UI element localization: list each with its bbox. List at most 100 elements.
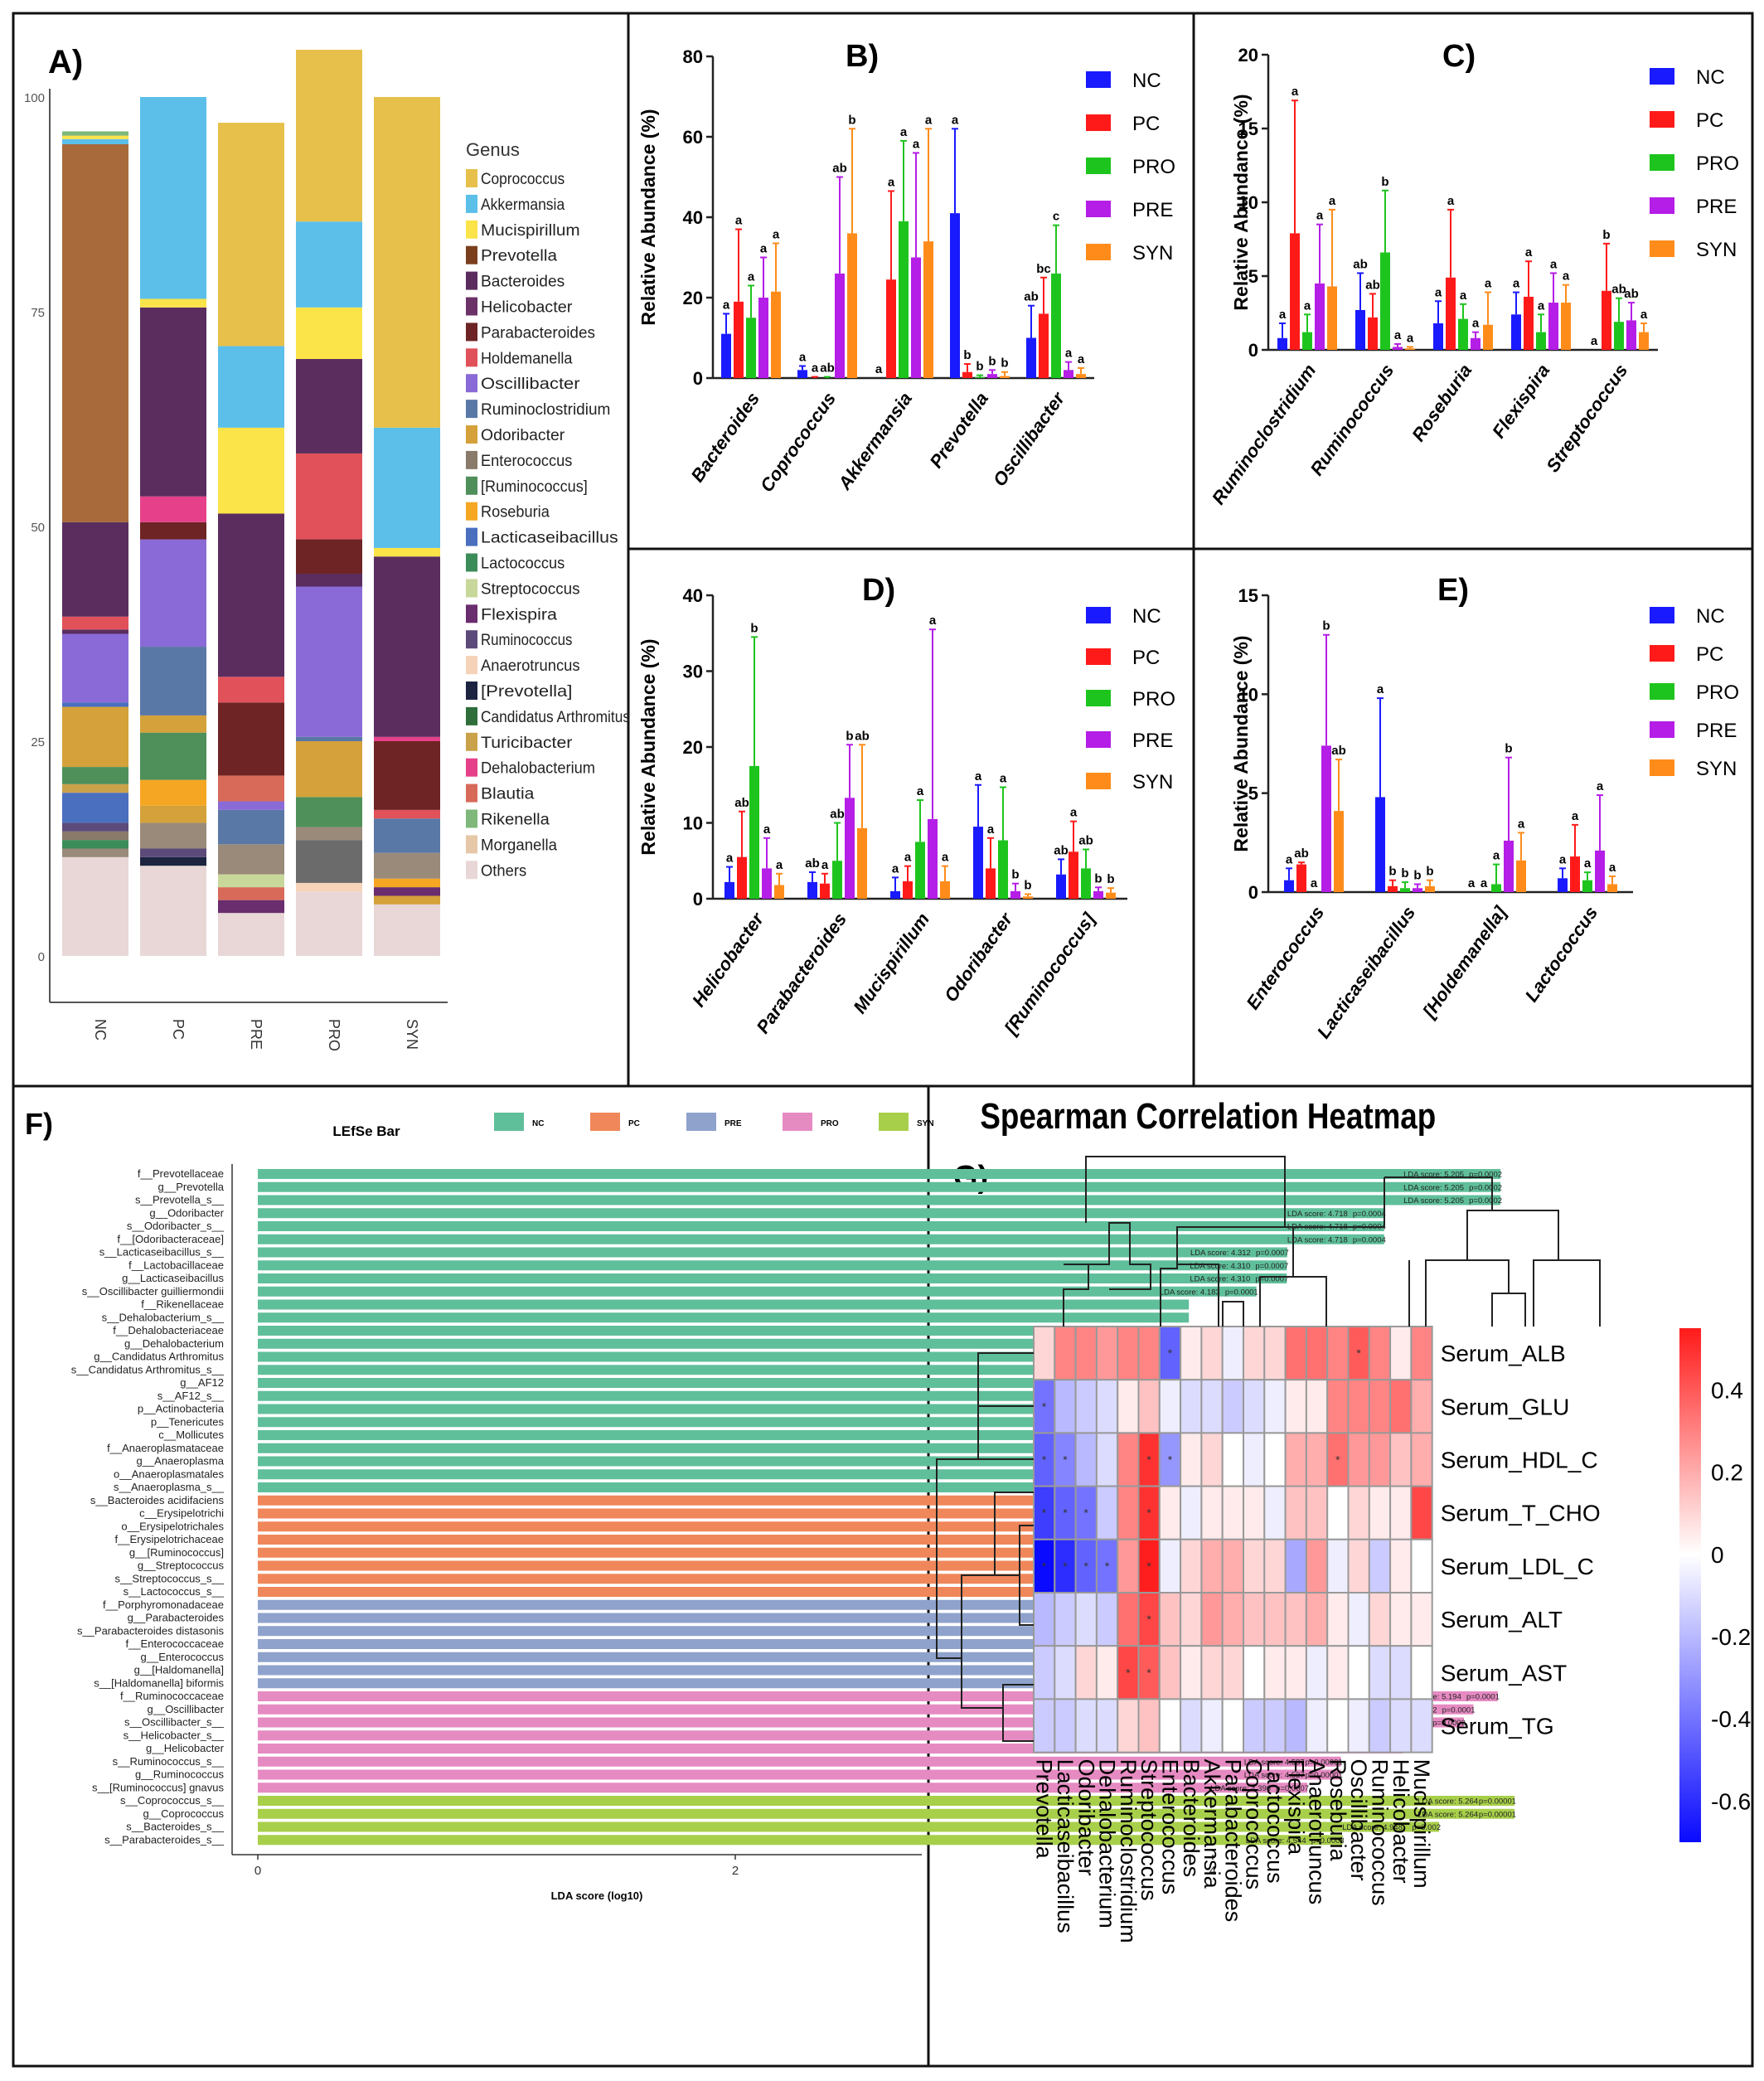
heatmap-cell <box>1410 1645 1433 1700</box>
x-tick-label: Streptococcus <box>1542 361 1631 477</box>
heatmap-cell <box>1305 1326 1329 1381</box>
significance-letter: b <box>848 113 855 127</box>
y-axis-title: Relative Abundance (%) <box>637 109 659 325</box>
significance-letter: a <box>987 822 995 837</box>
legend-label: NC <box>532 1119 544 1128</box>
heatmap-cell <box>1326 1592 1350 1647</box>
heatmap-cell <box>1200 1698 1224 1754</box>
heatmap-cell <box>1243 1698 1266 1754</box>
column-label: Akkermansia <box>1199 1759 1224 1889</box>
lda-bar <box>258 1665 1241 1676</box>
lda-bar <box>258 1430 1103 1440</box>
bar <box>724 881 734 899</box>
bar <box>1051 273 1061 378</box>
legend-swatch <box>466 297 477 316</box>
legend-swatch <box>1650 154 1674 171</box>
stack-segment <box>140 732 206 780</box>
bar <box>1106 892 1116 899</box>
bar <box>771 291 781 378</box>
stack-segment <box>62 135 128 139</box>
column-label: Odoribacter <box>1073 1759 1098 1876</box>
lda-bar <box>258 1469 1077 1480</box>
taxon-label: s__Parabacteroides distasonis <box>77 1624 225 1637</box>
p-value-label: p=0.0002 <box>1432 1719 1466 1728</box>
heatmap-cell <box>1054 1432 1077 1487</box>
lda-score-label: LDA score: 4.312 <box>1190 1249 1251 1258</box>
legend-label: NC <box>1132 70 1161 92</box>
taxon-label: f__Porphyromonadaceae <box>103 1598 224 1611</box>
heatmap-cell <box>1095 1485 1119 1540</box>
lda-bar <box>258 1756 1341 1767</box>
legend-label: Bacteroides <box>481 274 565 291</box>
colorbar <box>1679 1328 1701 1842</box>
lda-bar <box>258 1835 1343 1846</box>
taxon-label: s__AF12_s__ <box>158 1390 225 1402</box>
legend-label: Candidatus Arthromitus <box>481 709 630 726</box>
x-tick-label: Flexispira <box>1488 361 1553 442</box>
y-tick-label: 15 <box>1238 585 1258 606</box>
stack-segment <box>296 891 362 956</box>
significance-star: * <box>1084 1506 1089 1520</box>
bar <box>928 818 938 899</box>
significance-letter: a <box>1550 257 1558 271</box>
lda-bar <box>258 1169 1501 1179</box>
column-label: Parabacteroides <box>1220 1759 1245 1923</box>
p-value-label: p=0.0004 <box>1353 1235 1386 1244</box>
taxon-label: s__Ruminococcus_s__ <box>113 1755 225 1768</box>
heatmap-cell <box>1200 1538 1224 1594</box>
stack-segment <box>296 840 362 883</box>
p-value-label: p=0.0007 <box>1256 1249 1289 1258</box>
bar <box>1561 303 1571 350</box>
heatmap-cell <box>1054 1645 1077 1700</box>
taxon-label: s__Bacteroides_s__ <box>126 1821 225 1833</box>
x-tick-label: Lacticaseibacillus <box>1313 903 1419 1043</box>
significance-letter: a <box>1480 876 1488 890</box>
significance-letter: a <box>900 125 908 139</box>
heatmap-cell <box>1221 1698 1244 1754</box>
significance-letter: a <box>1513 277 1520 291</box>
bar <box>758 298 768 378</box>
legend-label: Blautia <box>481 786 535 803</box>
legend-label: NC <box>1132 605 1161 628</box>
stack-segment <box>374 878 440 888</box>
heatmap-cell <box>1033 1698 1056 1754</box>
significance-letter: a <box>1493 849 1500 863</box>
heatmap-cell <box>1284 1698 1307 1754</box>
stack-segment <box>296 827 362 841</box>
heatmap-cell <box>1263 1326 1287 1381</box>
significance-letter: a <box>1447 194 1455 208</box>
legend-swatch <box>466 323 477 342</box>
taxon-label: g__Parabacteroides <box>128 1612 225 1624</box>
significance-letter: ab <box>1078 834 1093 848</box>
bar <box>886 279 896 378</box>
bar <box>1393 347 1403 350</box>
taxon-label: c__Mollicutes <box>158 1429 224 1441</box>
taxon-label: g__Lacticaseibacillus <box>122 1272 224 1284</box>
significance-letter: a <box>1584 856 1592 871</box>
stack-segment <box>62 831 128 841</box>
stack-segment <box>140 307 206 497</box>
y-tick-label: 5 <box>1248 783 1258 804</box>
taxon-label: s__Prevotella_s__ <box>135 1194 225 1206</box>
heatmap-cell <box>1326 1326 1350 1381</box>
heatmap-cell <box>1200 1326 1224 1381</box>
heatmap-cell <box>1389 1485 1413 1540</box>
p-value-label: p=0.0004 <box>1353 1210 1386 1219</box>
legend-label: Ruminococcus <box>481 632 572 649</box>
significance-letter: b <box>963 348 971 362</box>
taxon-label: g__Candidatus Arthromitus <box>94 1351 224 1363</box>
stack-segment <box>62 138 128 144</box>
heatmap-cell <box>1200 1485 1224 1540</box>
significance-letter: b <box>1001 357 1008 371</box>
significance-letter: b <box>750 621 758 635</box>
heatmap-cell <box>1180 1538 1203 1594</box>
heatmap-cell <box>1054 1326 1077 1381</box>
lda-bar <box>258 1821 1440 1832</box>
stack-segment <box>140 779 206 806</box>
bar <box>1321 745 1331 892</box>
legend-label: PRE <box>1696 720 1737 742</box>
heatmap-cell <box>1117 1379 1140 1434</box>
lda-bar <box>258 1390 1170 1401</box>
stack-segment <box>374 741 440 810</box>
